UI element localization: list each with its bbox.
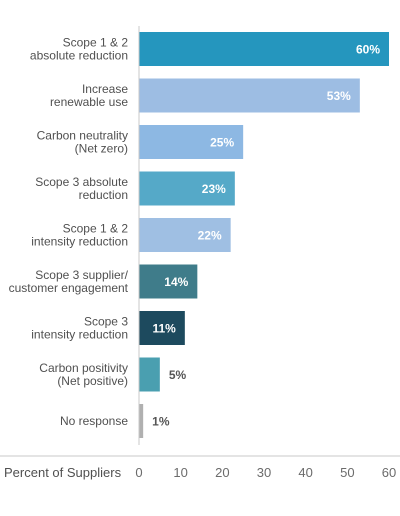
value-label: 60% [356,43,380,57]
category-label: Scope 3 intensity reduction [31,315,128,342]
value-label: 23% [202,182,226,196]
value-label: 5% [169,368,187,382]
category-label-line: Scope 3 supplier/ [35,268,128,282]
x-tick-label: 30 [257,465,271,480]
x-tick-label: 50 [340,465,354,480]
category-label-line: Increase [82,82,128,96]
category-label: Carbon positivity (Net positive) [39,361,128,388]
x-tick-label: 0 [135,465,142,480]
category-label-line: (Net positive) [57,374,128,388]
value-labels-group: 60% 53% 25% 23% 22% 14% 11% 5% 1% [152,43,380,429]
value-label: 1% [152,415,170,429]
x-tick-label: 10 [173,465,187,480]
category-label-line: renewable use [50,95,128,109]
x-tick-label: 40 [298,465,312,480]
category-label-line: No response [60,414,128,428]
bar [139,311,185,345]
category-label-line: intensity reduction [31,328,128,342]
category-label-line: Carbon positivity [39,361,128,375]
category-label-line: Carbon neutrality [37,129,128,143]
category-label: Increase renewable use [50,82,128,109]
bar [139,357,160,392]
x-tick-labels-group: 0 10 20 30 40 50 60 [135,465,396,480]
category-label-line: Scope 1 & 2 [63,36,129,50]
bars-group [139,32,389,438]
category-label-line: absolute reduction [30,49,128,63]
value-label: 25% [210,136,234,150]
category-label-line: customer engagement [9,281,129,295]
category-label: Scope 3 absolute reduction [35,175,128,202]
x-tick-label: 60 [382,465,396,480]
bar [139,32,389,66]
x-tick-label: 20 [215,465,229,480]
category-label: Carbon neutrality (Net zero) [37,129,128,156]
bar [139,125,244,159]
bar [139,404,144,438]
category-label: Scope 3 supplier/customer engagement [9,268,129,295]
category-label-line: (Net zero) [75,142,128,156]
value-label: 14% [164,275,188,289]
category-label: Scope 1 & 2 absolute reduction [30,36,128,63]
x-axis-label: Percent of Suppliers [4,465,122,480]
bar [139,171,235,206]
category-label-line: Scope 1 & 2 [63,222,129,236]
bar [139,264,198,299]
bar [139,218,231,252]
category-label: Scope 1 & 2 intensity reduction [31,222,128,249]
category-label: No response [60,414,128,428]
value-label: 53% [327,89,351,103]
category-label-line: intensity reduction [31,235,128,249]
category-label-line: Scope 3 [84,315,128,329]
category-label-line: Scope 3 absolute [35,175,128,189]
category-label-line: reduction [79,188,128,202]
value-label: 22% [198,229,222,243]
value-label: 11% [152,322,176,336]
bar [139,78,360,113]
